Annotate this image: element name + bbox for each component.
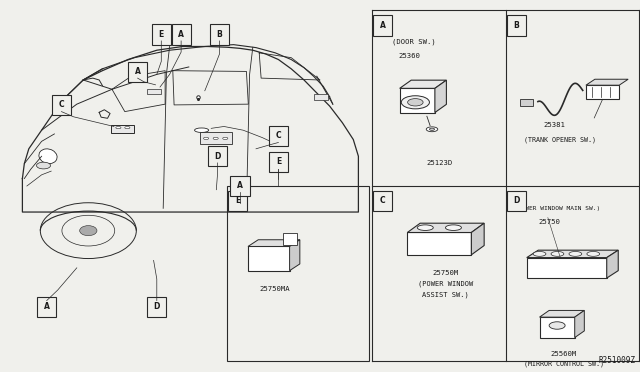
FancyBboxPatch shape	[128, 61, 147, 82]
Text: (POWER WINDOW: (POWER WINDOW	[418, 281, 474, 287]
Ellipse shape	[213, 137, 218, 140]
FancyBboxPatch shape	[540, 317, 575, 338]
FancyBboxPatch shape	[373, 15, 392, 35]
Text: A: A	[44, 302, 50, 311]
Polygon shape	[248, 240, 300, 246]
Ellipse shape	[417, 225, 433, 230]
FancyBboxPatch shape	[283, 234, 298, 245]
Ellipse shape	[125, 126, 130, 129]
Text: (TRANK OPENER SW.): (TRANK OPENER SW.)	[524, 137, 596, 143]
Ellipse shape	[533, 251, 546, 256]
FancyBboxPatch shape	[208, 146, 227, 166]
Ellipse shape	[195, 128, 209, 132]
Polygon shape	[607, 250, 618, 278]
Polygon shape	[540, 310, 584, 317]
FancyBboxPatch shape	[227, 186, 369, 361]
Ellipse shape	[445, 225, 461, 230]
Ellipse shape	[551, 251, 564, 256]
Text: ASSIST SW.): ASSIST SW.)	[422, 291, 469, 298]
Text: B: B	[514, 21, 519, 30]
Polygon shape	[407, 223, 484, 232]
Polygon shape	[399, 80, 446, 89]
FancyBboxPatch shape	[373, 190, 392, 211]
FancyBboxPatch shape	[228, 190, 247, 211]
FancyBboxPatch shape	[248, 247, 289, 271]
Text: (POWER WINDOW MAIN SW.): (POWER WINDOW MAIN SW.)	[514, 206, 600, 211]
Polygon shape	[586, 79, 628, 85]
Circle shape	[80, 225, 97, 236]
Text: 25750MA: 25750MA	[260, 286, 291, 292]
FancyBboxPatch shape	[172, 24, 191, 45]
Polygon shape	[471, 223, 484, 255]
Ellipse shape	[569, 251, 582, 256]
Ellipse shape	[116, 126, 121, 129]
FancyBboxPatch shape	[507, 15, 526, 35]
FancyBboxPatch shape	[314, 94, 328, 100]
Text: C: C	[59, 100, 64, 109]
Text: 25750M: 25750M	[433, 270, 459, 276]
FancyBboxPatch shape	[520, 99, 532, 106]
Text: A: A	[134, 67, 141, 76]
FancyBboxPatch shape	[37, 297, 56, 317]
Ellipse shape	[408, 99, 423, 106]
Text: 25360: 25360	[398, 53, 420, 59]
Text: R251009Z: R251009Z	[598, 356, 636, 365]
Ellipse shape	[426, 127, 438, 132]
Text: C: C	[276, 131, 281, 140]
Text: A: A	[237, 182, 243, 190]
Text: D: D	[154, 302, 160, 311]
Text: D: D	[214, 152, 221, 161]
FancyBboxPatch shape	[407, 232, 471, 255]
FancyBboxPatch shape	[230, 176, 250, 196]
Polygon shape	[435, 80, 446, 112]
Ellipse shape	[587, 251, 600, 256]
Text: C: C	[380, 196, 385, 205]
Text: (DOOR SW.): (DOOR SW.)	[392, 38, 435, 45]
Polygon shape	[575, 310, 584, 338]
Text: E: E	[159, 30, 164, 39]
Polygon shape	[527, 250, 618, 257]
Text: E: E	[235, 196, 240, 205]
FancyBboxPatch shape	[210, 24, 229, 45]
Ellipse shape	[223, 137, 228, 140]
FancyBboxPatch shape	[586, 85, 620, 99]
FancyBboxPatch shape	[52, 94, 71, 115]
FancyBboxPatch shape	[152, 24, 171, 45]
FancyBboxPatch shape	[399, 89, 435, 112]
Text: 25123D: 25123D	[426, 160, 452, 166]
Text: D: D	[513, 196, 520, 205]
FancyBboxPatch shape	[200, 132, 232, 144]
Text: (MIRROR CONTROL SW.): (MIRROR CONTROL SW.)	[524, 361, 604, 367]
Ellipse shape	[204, 137, 209, 140]
Ellipse shape	[401, 96, 429, 109]
Text: A: A	[178, 30, 184, 39]
Ellipse shape	[429, 128, 435, 131]
Circle shape	[276, 229, 293, 240]
Text: A: A	[380, 21, 386, 30]
FancyBboxPatch shape	[269, 152, 288, 172]
Ellipse shape	[36, 162, 51, 169]
FancyBboxPatch shape	[507, 190, 526, 211]
Ellipse shape	[549, 322, 565, 329]
FancyBboxPatch shape	[147, 89, 161, 94]
FancyBboxPatch shape	[111, 125, 134, 133]
Text: 25381: 25381	[543, 122, 565, 128]
Text: 25560M: 25560M	[550, 350, 577, 357]
Polygon shape	[290, 240, 300, 271]
FancyBboxPatch shape	[269, 125, 288, 146]
Text: B: B	[217, 30, 222, 39]
Text: E: E	[276, 157, 281, 166]
FancyBboxPatch shape	[147, 297, 166, 317]
Ellipse shape	[39, 149, 57, 164]
Text: 25750: 25750	[538, 219, 560, 225]
FancyBboxPatch shape	[527, 257, 607, 278]
